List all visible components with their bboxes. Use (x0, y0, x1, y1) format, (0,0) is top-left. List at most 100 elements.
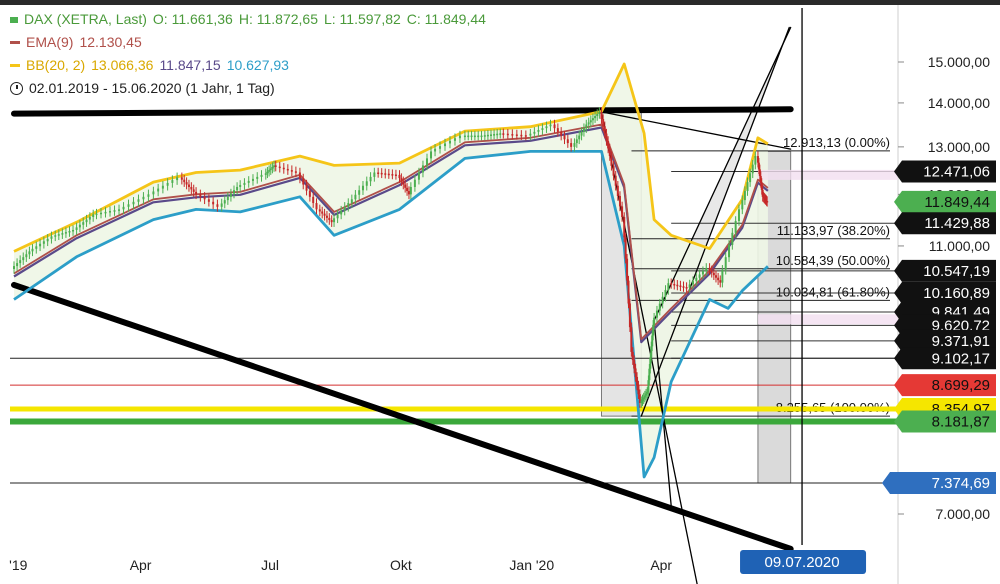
price-candle (347, 203, 350, 207)
major-trendline (11, 281, 794, 552)
price-tag-label: 7.374,69 (932, 475, 990, 492)
price-candle (323, 213, 326, 216)
price-candle (642, 397, 645, 400)
price-candle (365, 181, 368, 186)
price-candle (563, 135, 566, 140)
price-tag-badge[interactable] (894, 281, 996, 304)
price-candle (737, 209, 740, 221)
price-candle (199, 194, 202, 197)
legend-range[interactable]: 02.01.2019 - 15.06.2020 (1 Jahr, 1 Tag) (10, 77, 492, 100)
price-candle (100, 212, 103, 215)
legend-ema[interactable]: EMA(9) 12.130,45 (10, 31, 492, 54)
price-candle (762, 196, 765, 199)
price-tag-badge[interactable] (894, 160, 996, 183)
price-candle (655, 310, 658, 318)
price-candle (647, 380, 650, 392)
price-candle (104, 211, 107, 214)
price-candle (473, 135, 476, 138)
price-candle (236, 186, 239, 191)
price-candle (608, 148, 611, 157)
price-candle (596, 113, 599, 117)
fib-level-label: 10.584,39 (50.00%) (776, 253, 890, 268)
price-candle (489, 134, 492, 136)
price-candle (290, 170, 293, 172)
legend-bb-lower: 10.627,93 (226, 57, 289, 73)
legend-bb-mid: 11.847,15 (159, 57, 221, 73)
price-candle (728, 244, 731, 258)
price-candle (187, 184, 190, 187)
price-candle (578, 135, 581, 140)
price-candle (404, 184, 407, 188)
price-candle (132, 201, 135, 205)
price-candle (749, 173, 752, 183)
price-candle (176, 177, 179, 181)
price-tag-badge[interactable] (894, 212, 996, 235)
price-candle (260, 174, 263, 177)
price-candle (54, 235, 57, 237)
price-tag-label: 11.849,44 (924, 194, 990, 211)
price-tag-badge[interactable] (882, 472, 996, 495)
price-candle (409, 186, 412, 195)
price-candle (64, 232, 67, 234)
price-tag-badge[interactable] (894, 329, 996, 352)
price-candle (741, 200, 744, 210)
price-candle (610, 156, 613, 166)
price-candle (82, 222, 85, 225)
price-tag-badge[interactable] (894, 190, 996, 213)
x-tick-label: Okt (390, 557, 412, 573)
price-candle (85, 219, 88, 223)
price-candle (566, 139, 569, 144)
price-candle (754, 156, 757, 165)
price-candle (480, 135, 483, 138)
price-candle (537, 130, 540, 132)
price-candle (553, 124, 556, 129)
legend-main[interactable]: DAX (XETRA, Last) O: 11.661,36 H: 11.872… (10, 8, 492, 31)
price-candle (152, 191, 155, 195)
price-candle (640, 401, 643, 404)
price-candle (439, 146, 442, 149)
bb-swatch-icon (10, 64, 20, 67)
price-tag-badge[interactable] (894, 374, 996, 397)
price-candle (587, 122, 590, 125)
price-candle (651, 335, 654, 347)
fib-level-label: 12.913,13 (0.00%) (783, 135, 890, 150)
price-candle (425, 158, 428, 166)
price-candle (183, 179, 186, 183)
price-candle (42, 241, 45, 244)
price-tag-badge[interactable] (894, 410, 996, 433)
price-candle (638, 394, 641, 404)
date-marker-badge[interactable] (740, 550, 867, 574)
price-candle (493, 134, 496, 136)
price-candle (591, 118, 594, 121)
price-candle (673, 283, 676, 286)
price-candle (714, 275, 717, 278)
legend-bb[interactable]: BB(20, 2) 13.066,36 11.847,15 10.627,93 (10, 54, 492, 77)
price-candle (691, 281, 694, 285)
price-candle (653, 317, 656, 325)
price-candle (649, 357, 652, 369)
price-candle (268, 170, 271, 172)
price-candle (321, 211, 324, 214)
price-candle (391, 174, 394, 176)
price-candle (646, 391, 649, 394)
price-candle (413, 179, 416, 187)
price-candle (743, 191, 746, 201)
price-tag-badge[interactable] (894, 347, 996, 370)
price-candle (618, 195, 621, 207)
price-candle (624, 237, 627, 259)
price-candle (336, 214, 339, 219)
price-candle (515, 134, 518, 136)
price-candle (458, 135, 461, 139)
price-candle (633, 360, 636, 369)
price-candle (22, 257, 25, 261)
price-candle (243, 182, 246, 185)
price-candle (282, 167, 285, 170)
price-candle (68, 231, 71, 233)
price-candle (192, 189, 195, 192)
price-candle (670, 283, 673, 285)
price-tag-badge[interactable] (894, 259, 996, 282)
price-candle (575, 139, 578, 144)
price-candle (190, 186, 193, 190)
